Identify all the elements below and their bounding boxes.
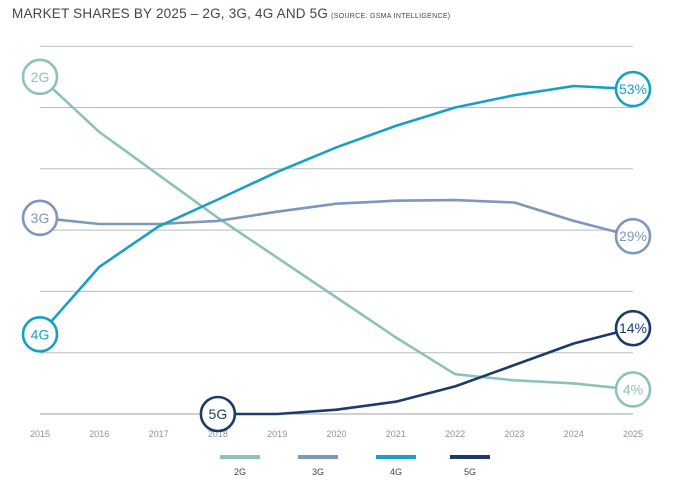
legend-label: 5G: [464, 467, 476, 477]
legend-label: 3G: [312, 467, 324, 477]
chart-title: MARKET SHARES BY 2025 – 2G, 3G, 4G AND 5…: [12, 6, 450, 21]
marker-label: 29%: [619, 228, 647, 244]
marker-circle: [614, 70, 652, 108]
x-tick-label: 2015: [30, 429, 50, 439]
x-tick-label: 2021: [386, 429, 406, 439]
grid-lines: [40, 45, 633, 415]
marker-circle: [614, 309, 652, 347]
marker-circle: [21, 316, 59, 353]
x-tick-label: 2024: [564, 429, 584, 439]
marker-label: 14%: [619, 320, 647, 336]
series-end-marker-5g: 14%: [614, 309, 652, 347]
x-tick-label: 2017: [149, 429, 169, 439]
series-markers: 2G 4% 3G 29% 4G 53% 5G 14%: [21, 58, 652, 433]
series-start-marker-2g: 2G: [21, 58, 59, 96]
series-end-marker-3g: 29%: [614, 217, 652, 255]
x-axis-ticks: 2015 2016 2017 2018 2019 2020 2021 2022 2023 2024…: [30, 429, 643, 439]
x-tick-label: 2022: [445, 429, 465, 439]
legend: 2G 3G 4G 5G: [220, 455, 490, 477]
x-tick-label: 2020: [326, 429, 346, 439]
chart-source: (SOURCE: GSMA INTELLIGENCE): [331, 13, 451, 20]
marker-label: 53%: [619, 81, 647, 97]
series-line-3g: [38, 198, 635, 238]
legend-swatch: [376, 455, 416, 459]
marker-circle: [21, 199, 59, 237]
series-end-marker-4g: 53%: [614, 70, 652, 108]
series-line-2g: [38, 75, 635, 391]
legend-item-5g: 5G: [450, 455, 490, 477]
marker-circle: [614, 371, 652, 408]
series-start-marker-3g: 3G: [21, 199, 59, 237]
marker-label: 4G: [31, 326, 50, 342]
series-lines: [38, 75, 635, 416]
legend-item-4g: 4G: [376, 455, 416, 477]
legend-item-3g: 3G: [298, 455, 338, 477]
marker-label: 3G: [31, 210, 50, 226]
chart-title-text: MARKET SHARES BY 2025 – 2G, 3G, 4G AND 5…: [12, 6, 329, 21]
marker-circle: [614, 217, 652, 255]
legend-label: 2G: [234, 467, 246, 477]
x-tick-label: 2025: [623, 429, 643, 439]
series-line-4g: [38, 84, 635, 336]
marker-circle: [21, 58, 59, 96]
marker-circle: [199, 395, 237, 433]
legend-swatch: [220, 455, 260, 459]
x-tick-label: 2016: [89, 429, 109, 439]
legend-swatch: [450, 455, 490, 459]
marker-label: 2G: [31, 69, 50, 85]
legend-swatch: [298, 455, 338, 459]
series-line-5g: [216, 326, 635, 416]
marker-label: 4%: [623, 381, 643, 397]
series-start-marker-4g: 4G: [21, 316, 59, 353]
series-start-marker-5g: 5G: [199, 395, 237, 433]
x-tick-label: 2019: [267, 429, 287, 439]
x-tick-label: 2023: [504, 429, 524, 439]
legend-item-2g: 2G: [220, 455, 260, 477]
marker-label: 5G: [209, 406, 228, 422]
x-tick-label: 2018: [208, 429, 228, 439]
legend-label: 4G: [390, 467, 402, 477]
series-end-marker-2g: 4%: [614, 371, 652, 408]
